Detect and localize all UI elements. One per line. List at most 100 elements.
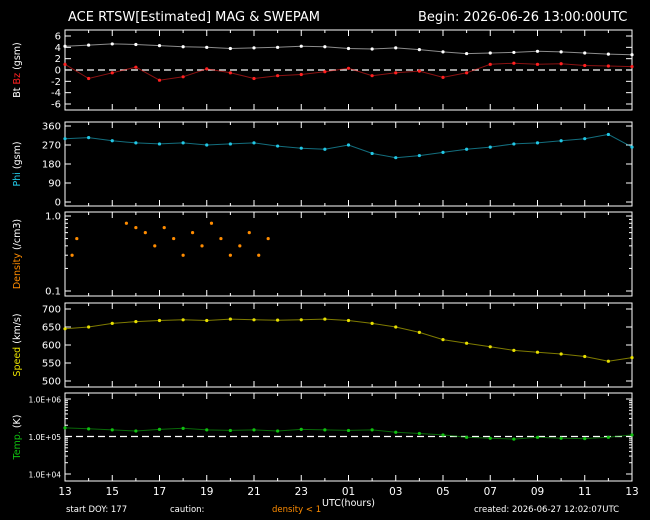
y-tick-label: 0 xyxy=(55,198,61,209)
bt-point xyxy=(512,50,516,55)
bz-point xyxy=(535,62,540,66)
y-tick-label: 180 xyxy=(42,160,61,171)
density-frame xyxy=(64,211,633,297)
speed-point xyxy=(323,317,327,321)
bt-point xyxy=(394,46,398,50)
density-point xyxy=(209,221,214,225)
bz-point xyxy=(441,75,445,79)
y-tick-label: 6 xyxy=(55,32,61,43)
bt-point xyxy=(205,45,209,49)
speed-point xyxy=(299,318,303,322)
speed-point xyxy=(488,345,492,349)
temp-point xyxy=(87,427,91,431)
ylabel-part: (gsm) xyxy=(12,141,23,172)
bz-point xyxy=(134,65,138,69)
density-point xyxy=(124,221,129,225)
ylabel-part: Bz xyxy=(12,73,23,88)
x-tick-label: 19 xyxy=(200,486,213,498)
x-tick-label: 15 xyxy=(106,486,119,498)
density-point xyxy=(266,236,270,241)
caution-label: caution: xyxy=(170,505,205,515)
phi-point xyxy=(441,150,445,154)
bz-point xyxy=(181,75,185,79)
phi-point xyxy=(134,141,138,145)
density-note: density < 1 xyxy=(272,505,322,515)
bt-point xyxy=(583,51,587,55)
bz-point xyxy=(110,71,114,75)
phi-point xyxy=(110,139,114,143)
bz-point xyxy=(370,74,374,78)
y-tick-label: 1.0 xyxy=(45,212,61,223)
x-axis-label: UTC(hours) xyxy=(322,498,375,509)
speed-point xyxy=(252,318,256,322)
bt-point xyxy=(441,50,445,54)
speed-point xyxy=(370,321,374,325)
bz-point xyxy=(583,63,587,68)
density-point xyxy=(162,226,166,230)
speed-line xyxy=(64,318,633,362)
y-tick-label: 650 xyxy=(42,323,61,334)
x-tick-label: 05 xyxy=(436,486,449,498)
speed-point xyxy=(441,338,445,342)
bt-point xyxy=(181,45,185,49)
bt-point xyxy=(110,42,114,46)
y-tick-label: 500 xyxy=(42,377,61,388)
speed-point xyxy=(512,348,516,352)
speed-point xyxy=(205,318,209,323)
bz-point xyxy=(346,66,351,70)
y-tick-label: -6 xyxy=(51,100,61,111)
y-tick-label: 1.0E+04 xyxy=(29,471,62,480)
bz-point xyxy=(606,64,610,68)
temp-point xyxy=(630,433,634,437)
bz-point xyxy=(488,62,492,66)
density-point xyxy=(257,253,261,257)
bt-point xyxy=(323,45,327,49)
phi-point xyxy=(157,142,162,146)
phi-point xyxy=(323,147,327,151)
speed-frame xyxy=(64,302,633,388)
phi-panel: 0 90 180 270 360 Phi (gsm) xyxy=(12,121,634,209)
speed-point xyxy=(63,327,67,331)
bt-point xyxy=(276,45,280,49)
y-tick-label: 0.1 xyxy=(45,287,61,298)
temp-point xyxy=(346,428,351,433)
x-tick-label: 13 xyxy=(58,486,71,498)
temp-point xyxy=(370,428,374,432)
bz-point xyxy=(157,78,162,82)
speed-point xyxy=(465,341,469,345)
phi-ylabel: Phi (gsm) xyxy=(12,141,23,186)
bt-point xyxy=(630,53,634,57)
x-tick-label: 21 xyxy=(247,486,260,498)
y-tick-label: 700 xyxy=(42,305,61,316)
y-tick-label: 0 xyxy=(55,66,61,77)
bz-point xyxy=(205,67,209,71)
phi-point xyxy=(394,156,398,160)
speed-point xyxy=(134,320,138,324)
bt-point xyxy=(535,49,540,53)
bt-point xyxy=(299,44,303,48)
phi-point xyxy=(181,141,185,145)
bz-point xyxy=(252,76,256,81)
mag-ylabel: Bt Bz (gsm) xyxy=(12,42,23,97)
bz-point xyxy=(63,62,67,66)
ylabel-part: (K) xyxy=(12,414,23,431)
temp-point xyxy=(441,433,445,437)
phi-point xyxy=(559,139,563,143)
phi-point xyxy=(512,142,516,146)
density-point xyxy=(134,226,138,230)
chart-title: ACE RTSW[Estimated] MAG & SWEPAM xyxy=(68,10,320,25)
x-tick-label: 11 xyxy=(578,486,591,498)
temp-point xyxy=(276,429,280,433)
bt-point xyxy=(370,47,374,51)
phi-frame xyxy=(64,121,633,207)
temp-ylabel: Temp. (K) xyxy=(12,414,23,460)
speed-point xyxy=(559,352,563,356)
phi-point xyxy=(299,146,303,150)
speed-series xyxy=(63,317,634,363)
density-point xyxy=(143,231,147,235)
density-point xyxy=(153,244,157,248)
temp-point xyxy=(181,426,185,430)
x-tick-label: 13 xyxy=(625,486,638,498)
